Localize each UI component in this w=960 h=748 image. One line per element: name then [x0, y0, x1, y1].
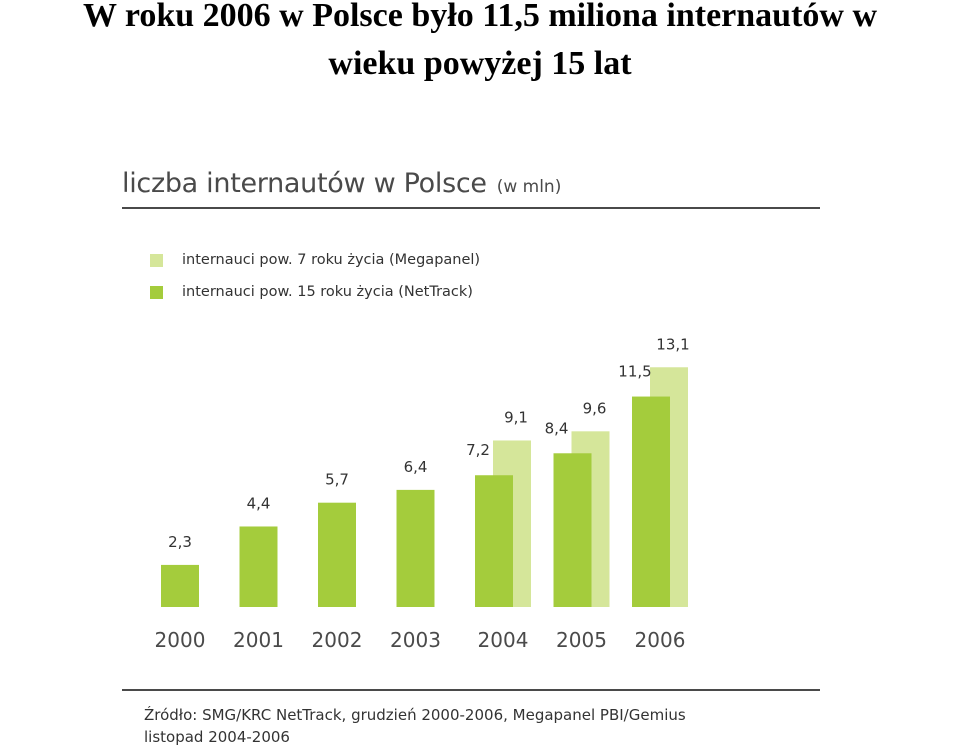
data-label-nettrack-2001: 4,4 [247, 494, 271, 512]
legend-swatch-megapanel [150, 253, 163, 267]
chart-legend: internauci pow. 7 roku życia (Megapanel)… [150, 244, 480, 308]
source-note: Źródło: SMG/KRC NetTrack, grudzień 2000-… [144, 704, 686, 748]
slide-title-line-1: W roku 2006 w Polsce było 11,5 miliona i… [82, 0, 878, 34]
bar-nettrack-2006 [632, 396, 670, 607]
data-label-nettrack-2002: 5,7 [325, 471, 349, 489]
chart-title-text: liczba internautów w Polsce [122, 168, 487, 199]
source-line-1: Źródło: SMG/KRC NetTrack, grudzień 2000-… [144, 706, 686, 724]
data-label-nettrack-2004: 7,2 [466, 441, 490, 459]
bar-nettrack-2001 [239, 526, 278, 607]
data-label-nettrack-2005: 8,4 [545, 419, 569, 437]
data-label-megapanel-2004: 9,1 [504, 408, 528, 426]
bar-nettrack-2002 [318, 502, 356, 607]
data-label-nettrack-2000: 2,3 [168, 533, 192, 551]
x-tick-label-2006: 2006 [635, 628, 686, 652]
data-label-nettrack-2006: 11,5 [618, 363, 651, 381]
bar-nettrack-2005 [553, 453, 592, 607]
slide-title: W roku 2006 w Polsce było 11,5 miliona i… [0, 0, 960, 88]
data-label-megapanel-2006: 13,1 [656, 335, 689, 353]
x-tick-label-2004: 2004 [478, 628, 529, 652]
legend-label-megapanel: internauci pow. 7 roku życia (Megapanel) [182, 252, 481, 268]
data-label-nettrack-2003: 6,4 [404, 458, 428, 476]
bar-nettrack-2000 [161, 564, 199, 607]
x-tick-label-2002: 2002 [312, 628, 363, 652]
chart-unit-note: (w mln) [496, 177, 562, 197]
x-tick-label-2000: 2000 [155, 628, 206, 652]
source-line-2: listopad 2004-2006 [144, 728, 290, 746]
legend-item-nettrack: internauci pow. 15 roku życia (NetTrack) [150, 276, 480, 308]
x-tick-label-2001: 2001 [233, 628, 284, 652]
source-rule [122, 689, 820, 691]
bar-nettrack-2003 [396, 489, 435, 607]
x-tick-label-2005: 2005 [556, 628, 607, 652]
chart-title: liczba internautów w Polsce (w mln) [122, 168, 561, 199]
legend-item-megapanel: internauci pow. 7 roku życia (Megapanel) [150, 244, 480, 276]
legend-swatch-nettrack [150, 285, 163, 299]
legend-label-nettrack: internauci pow. 15 roku życia (NetTrack) [182, 284, 473, 300]
slide-title-line-2: wieku powyżej 15 lat [328, 45, 632, 82]
bar-nettrack-2004 [475, 475, 513, 607]
chart-title-rule [122, 207, 820, 209]
x-tick-label-2003: 2003 [390, 628, 441, 652]
data-label-megapanel-2005: 9,6 [583, 399, 607, 417]
